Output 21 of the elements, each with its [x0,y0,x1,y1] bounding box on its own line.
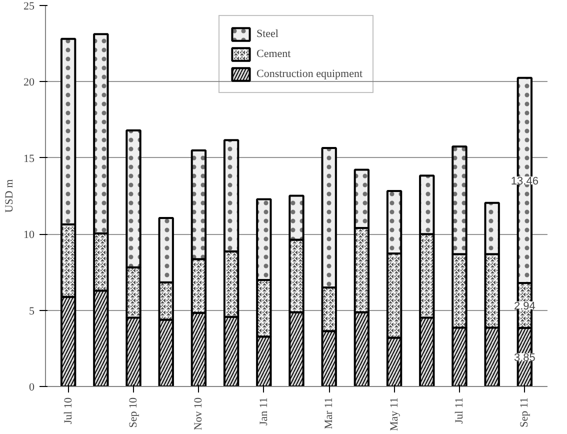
x-tick-label: Jul 10 [62,397,74,424]
x-tick-label: May 11 [388,397,400,432]
y-tick-label: 5 [29,305,35,318]
x-tick-label: Sep 10 [128,397,140,428]
y-tick-label: 20 [24,76,35,89]
x-tick-label: Mar 11 [323,397,336,430]
y-tick-label: 25 [24,0,35,12]
y-tick-label: 10 [24,229,35,242]
x-tick-label: Sep 11 [518,398,531,428]
legend-label: Construction equipment [256,68,363,80]
y-tick-label: 0 [29,382,35,394]
x-tick-label: Jul 11 [453,397,466,424]
legend-label: Cement [256,48,291,60]
data-label: 13.46 [510,175,538,188]
data-label: 3.85 [514,352,536,364]
x-tick-label: Nov 10 [192,397,205,430]
x-tick-label: Jan 11 [258,397,270,426]
y-tick-label: 15 [24,152,35,165]
legend-label: Steel [256,28,278,40]
data-label: 2.94 [514,300,536,312]
y-axis-title: USD m [4,178,16,213]
